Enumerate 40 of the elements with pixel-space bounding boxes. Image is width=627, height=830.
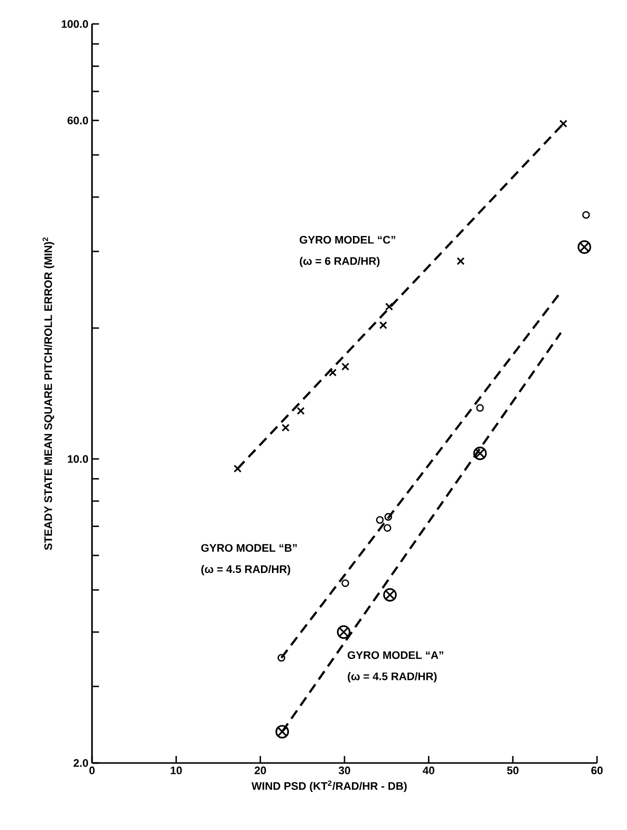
point: [341, 362, 350, 371]
annotation: GYRO MODEL “A”: [348, 651, 444, 659]
point: [582, 211, 590, 219]
y-tick-label: 100.0: [62, 20, 88, 28]
point: [379, 321, 388, 330]
x-tick-label: 30: [338, 766, 350, 774]
point: [234, 464, 242, 473]
x-tick-label: 20: [254, 766, 266, 774]
point: [456, 257, 465, 266]
annotation: GYRO MODEL “B”: [201, 544, 297, 552]
point: [385, 302, 394, 311]
y-axis-title: STEADY STATE MEAN SQUARE PITCH/ROLL ERROR (MIN)$^{2}$: [42, 237, 54, 550]
x-tick-label: 10: [170, 766, 182, 774]
point: [275, 724, 289, 738]
annotation: (ω = 4.5 RAD/HR): [201, 565, 290, 576]
annotation: GYRO MODEL “C”: [300, 236, 396, 244]
annotation: (ω = 4.5 RAD/HR): [348, 672, 437, 682]
x-tick-label: 50: [507, 766, 518, 774]
point: [384, 513, 392, 521]
point: [376, 516, 384, 524]
point: [342, 579, 350, 588]
x-tick-label: 40: [422, 766, 434, 774]
y-tick-label: 10.0: [68, 455, 88, 463]
point: [328, 368, 337, 377]
point: [282, 424, 290, 432]
point: [336, 625, 350, 639]
y-tick-label: 2.0: [74, 759, 88, 767]
x-axis-title: WIND PSD (KT$^{2}$/RAD/HR - DB): [252, 780, 407, 792]
point: [383, 588, 397, 602]
point: [476, 404, 484, 412]
point: [296, 406, 305, 415]
point: [578, 240, 592, 254]
point: [559, 120, 568, 128]
x-tick-label: 0: [89, 766, 95, 774]
point: [384, 524, 392, 532]
x-tick-label: 60: [591, 766, 603, 774]
point: [473, 446, 487, 460]
point: [278, 654, 286, 662]
annotation: (ω = 6 RAD/HR): [300, 256, 380, 268]
y-tick-label: 60.0: [68, 116, 88, 124]
